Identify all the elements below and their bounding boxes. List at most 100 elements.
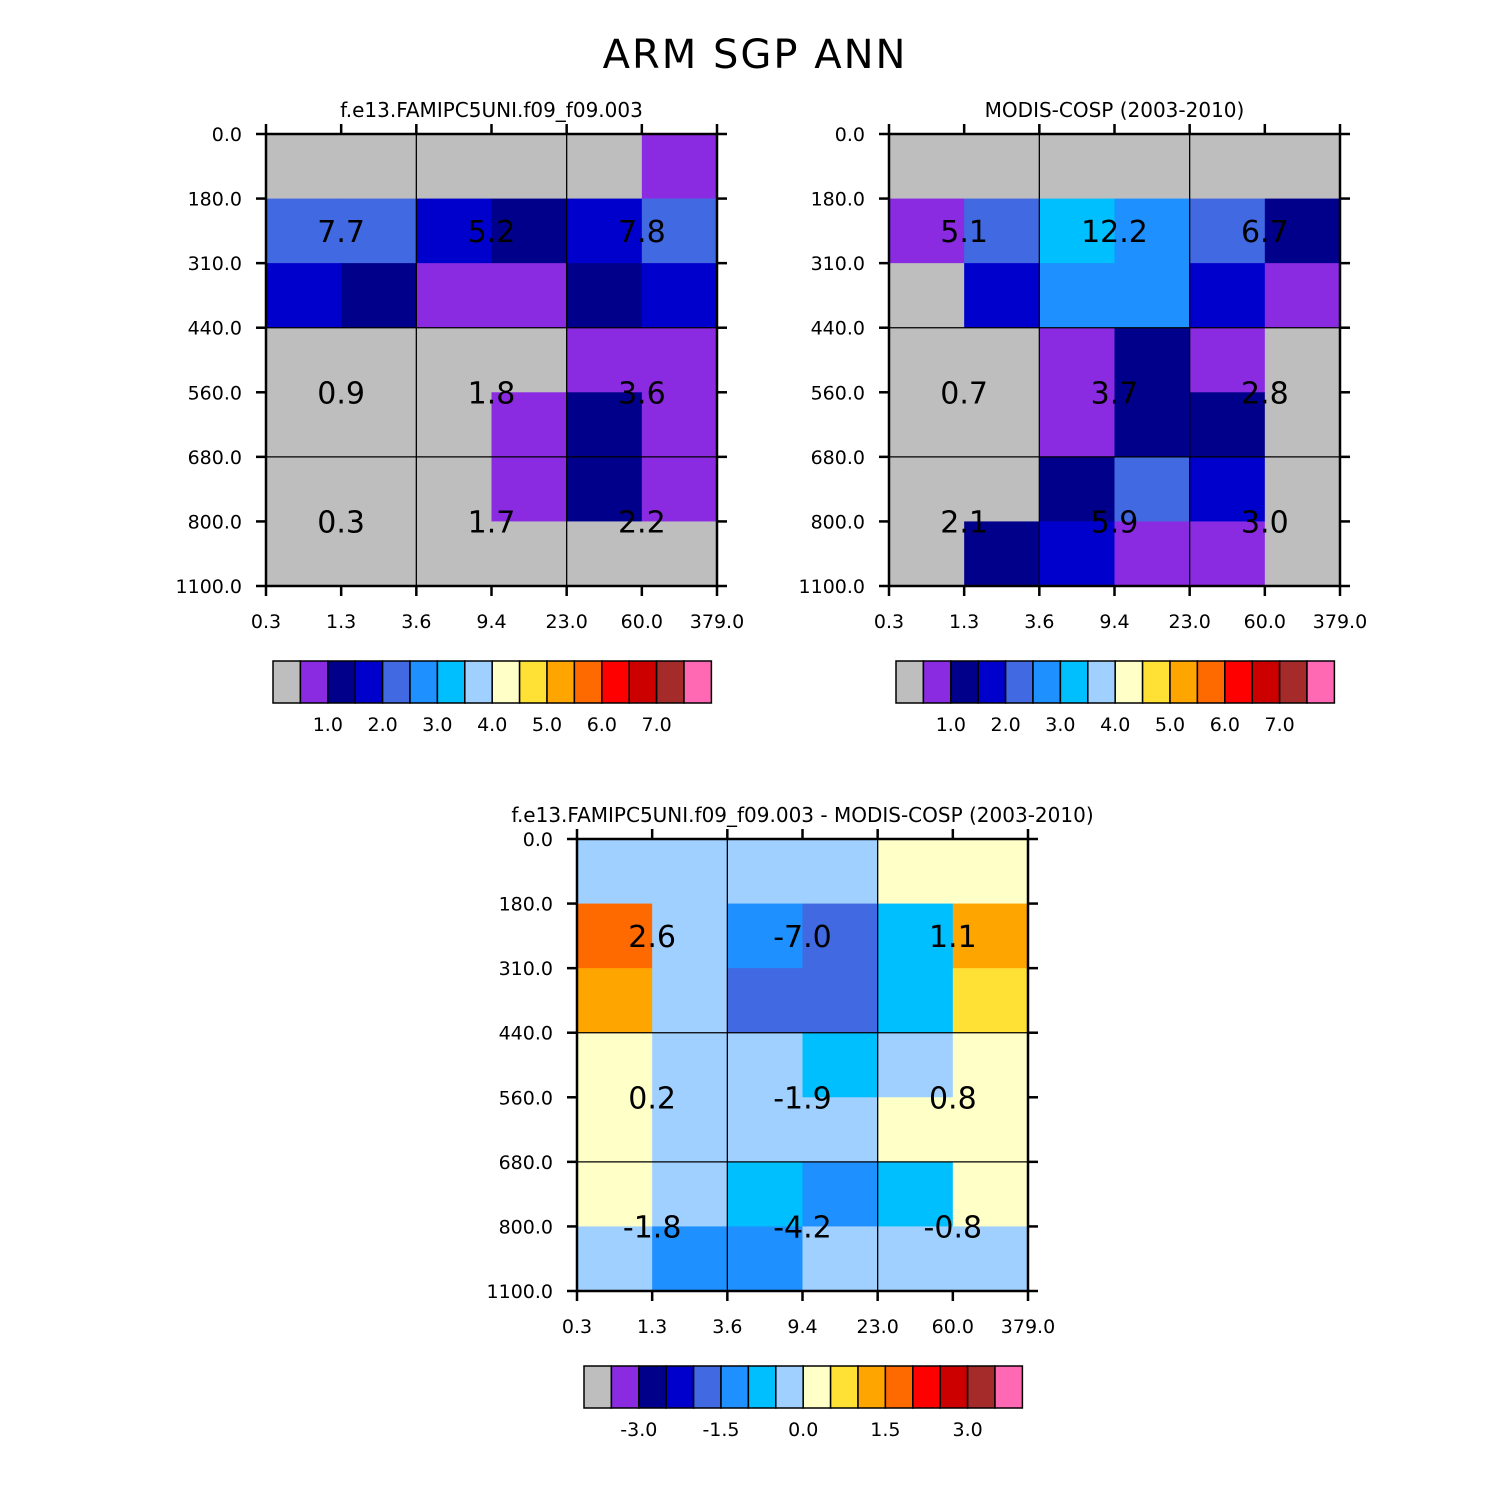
- heatmap-cell: [266, 327, 342, 393]
- heatmap-cell: [889, 327, 965, 393]
- colorbar-swatch: [950, 660, 979, 704]
- colorbar-swatch: [922, 660, 952, 704]
- heatmap-cell: [416, 134, 493, 200]
- colorbar-label: 0.0: [788, 1419, 818, 1441]
- colorbar-swatch: [491, 660, 521, 704]
- y-tick-label: 0.0: [212, 124, 242, 146]
- colorbar-swatch: [665, 1365, 695, 1409]
- y-tick-label: 680.0: [811, 447, 865, 469]
- x-tick-label: 379.0: [1001, 1316, 1055, 1338]
- heatmap-cell: [964, 263, 1040, 329]
- heatmap-cell: [877, 1032, 954, 1098]
- heatmap-cell: [652, 1032, 728, 1098]
- heatmap-cell: [889, 263, 965, 329]
- x-tick-label: 3.6: [712, 1316, 742, 1338]
- colorbar-swatch: [895, 660, 925, 704]
- heatmap-cell: [577, 1097, 653, 1163]
- heatmap-cell: [416, 263, 493, 329]
- box-value-label: 1.1: [929, 920, 977, 955]
- heatmap-cell: [802, 1097, 879, 1163]
- x-tick-label: 3.6: [401, 611, 431, 633]
- heatmap-cell: [1039, 198, 1116, 264]
- colorbar-swatch: [655, 660, 685, 704]
- box-value-label: -1.8: [623, 1210, 682, 1245]
- box-value-label: 3.0: [1241, 505, 1289, 540]
- heatmap-cell: [416, 392, 493, 458]
- box-value-label: 0.3: [317, 505, 365, 540]
- heatmap-cell: [641, 134, 718, 200]
- panel-title: f.e13.FAMIPC5UNI.f09_f09.003: [340, 98, 643, 122]
- heatmap-cell: [416, 198, 493, 264]
- colorbar-swatch: [939, 1365, 969, 1409]
- y-tick-label: 0.0: [835, 124, 865, 146]
- panel-observation: MODIS-COSP (2003-2010) 0.0 180.0 310.0 440.0…: [799, 98, 1368, 736]
- heatmap-cell: [1189, 521, 1266, 587]
- heatmap-cell: [952, 968, 1029, 1034]
- heatmap-cell: [566, 392, 643, 458]
- heatmap-cell: [889, 198, 965, 264]
- colorbar-label: 1.0: [936, 714, 966, 736]
- heatmap-cell: [266, 198, 342, 264]
- heatmap-cell: [802, 1161, 879, 1228]
- y-tick-label: 800.0: [811, 511, 865, 533]
- x-tick-label: 60.0: [1244, 611, 1286, 633]
- heatmap-cell: [1189, 392, 1266, 458]
- heatmap-cell: [566, 521, 643, 587]
- heatmap-cell: [416, 456, 493, 523]
- heatmap-cell: [877, 839, 954, 905]
- heatmap-cell: [416, 521, 493, 587]
- colorbar-swatch: [1141, 660, 1171, 704]
- y-tick-label: 560.0: [188, 382, 242, 404]
- y-tick-label: 560.0: [811, 382, 865, 404]
- colorbar-swatch: [977, 660, 1007, 704]
- heatmap-cell: [341, 263, 417, 329]
- y-tick-label: 440.0: [188, 318, 242, 340]
- colorbar-label: 1.5: [870, 1419, 900, 1441]
- heatmap-cell: [1039, 521, 1116, 587]
- heatmap-cell: [877, 1097, 954, 1163]
- box-value-label: 3.7: [1091, 376, 1139, 411]
- y-tick-label: 800.0: [499, 1216, 553, 1238]
- colorbar-swatch: [683, 660, 713, 704]
- box-value-label: -1.9: [773, 1081, 832, 1116]
- heatmap-cell: [1114, 392, 1191, 458]
- heatmap-cell: [652, 968, 728, 1034]
- heatmap-cell: [952, 1226, 1029, 1292]
- heatmap-cell: [1189, 263, 1266, 329]
- heatmap-cell: [727, 903, 804, 969]
- colorbar-swatch: [518, 660, 548, 704]
- box-value-label: 5.9: [1091, 505, 1139, 540]
- heatmap-cell: [1264, 456, 1341, 523]
- heatmap-cell: [964, 521, 1040, 587]
- x-tick-label: 379.0: [1313, 611, 1367, 633]
- heatmap-cell: [1264, 521, 1341, 587]
- heatmap-cell: [491, 263, 568, 329]
- colorbar-label: -1.5: [702, 1419, 739, 1441]
- heatmap-cell: [641, 456, 718, 523]
- colorbar-swatch: [747, 1365, 777, 1409]
- box-value-label: -0.8: [924, 1210, 983, 1245]
- colorbar-label: 1.0: [313, 714, 343, 736]
- x-tick-label: 0.3: [251, 611, 281, 633]
- colorbar-label: 3.0: [952, 1419, 982, 1441]
- y-tick-label: 1100.0: [487, 1281, 553, 1303]
- heatmap-cell: [491, 327, 568, 393]
- heatmap-cell: [727, 839, 804, 905]
- colorbar-label: 2.0: [990, 714, 1020, 736]
- heatmap-cell: [1189, 198, 1266, 264]
- y-tick-label: 310.0: [499, 958, 553, 980]
- colorbar-swatch: [1114, 660, 1144, 704]
- colorbar-swatch: [1251, 660, 1281, 704]
- heatmap-cell: [802, 1226, 879, 1292]
- heatmap-cell: [1039, 327, 1116, 393]
- x-tick-label: 9.4: [787, 1316, 817, 1338]
- heatmap-cell: [641, 521, 718, 587]
- colorbar-swatch: [1059, 660, 1089, 704]
- x-tick-label: 9.4: [476, 611, 506, 633]
- box-value-label: 6.7: [1241, 215, 1289, 250]
- heatmap-cell: [802, 903, 879, 969]
- colorbar-swatch: [1224, 660, 1253, 704]
- heatmap-cell: [964, 327, 1040, 393]
- heatmap-cell: [341, 327, 417, 393]
- x-tick-label: 23.0: [857, 1316, 899, 1338]
